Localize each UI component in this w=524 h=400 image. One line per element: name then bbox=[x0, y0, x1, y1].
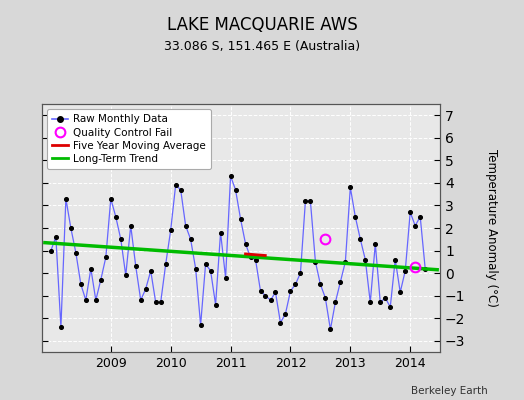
Point bbox=[106, 196, 115, 202]
Point bbox=[326, 326, 335, 333]
Point bbox=[82, 297, 90, 303]
Text: LAKE MACQUARIE AWS: LAKE MACQUARIE AWS bbox=[167, 16, 357, 34]
Point bbox=[191, 265, 200, 272]
Point bbox=[381, 295, 389, 301]
Point bbox=[161, 261, 170, 267]
Point bbox=[256, 288, 265, 294]
Point bbox=[296, 270, 304, 276]
Point bbox=[321, 295, 330, 301]
Point bbox=[157, 299, 165, 306]
Point bbox=[246, 254, 255, 260]
Point bbox=[301, 198, 310, 204]
Point bbox=[286, 288, 294, 294]
Point bbox=[171, 182, 180, 188]
Point bbox=[187, 236, 195, 242]
Point bbox=[147, 268, 155, 274]
Point bbox=[181, 222, 190, 229]
Point bbox=[126, 222, 135, 229]
Point bbox=[52, 234, 60, 240]
Point bbox=[112, 214, 120, 220]
Point bbox=[141, 286, 150, 292]
Point bbox=[341, 259, 350, 265]
Point bbox=[96, 277, 105, 283]
Point bbox=[291, 281, 300, 288]
Point bbox=[331, 299, 340, 306]
Point bbox=[117, 236, 125, 242]
Point bbox=[236, 216, 245, 222]
Point bbox=[62, 196, 70, 202]
Point bbox=[167, 227, 175, 234]
Point bbox=[266, 297, 275, 303]
Point bbox=[306, 198, 314, 204]
Point bbox=[396, 289, 405, 296]
Legend: Raw Monthly Data, Quality Control Fail, Five Year Moving Average, Long-Term Tren: Raw Monthly Data, Quality Control Fail, … bbox=[47, 109, 211, 169]
Point bbox=[206, 268, 215, 274]
Point bbox=[366, 299, 375, 306]
Point bbox=[271, 289, 280, 296]
Point bbox=[421, 265, 429, 272]
Point bbox=[137, 297, 145, 303]
Point bbox=[77, 281, 85, 288]
Point bbox=[386, 304, 395, 310]
Point bbox=[177, 186, 185, 193]
Point bbox=[57, 324, 65, 330]
Point bbox=[376, 299, 385, 306]
Point bbox=[281, 310, 290, 317]
Point bbox=[222, 274, 230, 281]
Point bbox=[201, 261, 210, 267]
Point bbox=[67, 225, 75, 231]
Point bbox=[132, 263, 140, 270]
Point bbox=[276, 320, 285, 326]
Point bbox=[122, 272, 130, 278]
Point bbox=[311, 259, 320, 265]
Point bbox=[416, 214, 424, 220]
Point bbox=[316, 281, 324, 288]
Point bbox=[361, 256, 369, 263]
Point bbox=[391, 256, 399, 263]
Point bbox=[216, 229, 225, 236]
Point bbox=[102, 254, 110, 260]
Point bbox=[226, 173, 235, 179]
Point bbox=[92, 297, 100, 303]
Point bbox=[86, 265, 95, 272]
Point bbox=[72, 250, 80, 256]
Point bbox=[231, 186, 239, 193]
Point bbox=[242, 240, 250, 247]
Point bbox=[336, 279, 344, 285]
Y-axis label: Temperature Anomaly (°C): Temperature Anomaly (°C) bbox=[485, 149, 498, 307]
Point bbox=[252, 256, 260, 263]
Text: 33.086 S, 151.465 E (Australia): 33.086 S, 151.465 E (Australia) bbox=[164, 40, 360, 53]
Point bbox=[371, 240, 379, 247]
Point bbox=[196, 322, 205, 328]
Point bbox=[211, 302, 220, 308]
Text: Berkeley Earth: Berkeley Earth bbox=[411, 386, 487, 396]
Point bbox=[356, 236, 365, 242]
Point bbox=[151, 299, 160, 306]
Point bbox=[401, 268, 409, 274]
Point bbox=[411, 222, 419, 229]
Point bbox=[406, 209, 414, 216]
Point bbox=[261, 292, 270, 299]
Point bbox=[351, 214, 359, 220]
Point bbox=[47, 247, 55, 254]
Point bbox=[346, 184, 355, 191]
